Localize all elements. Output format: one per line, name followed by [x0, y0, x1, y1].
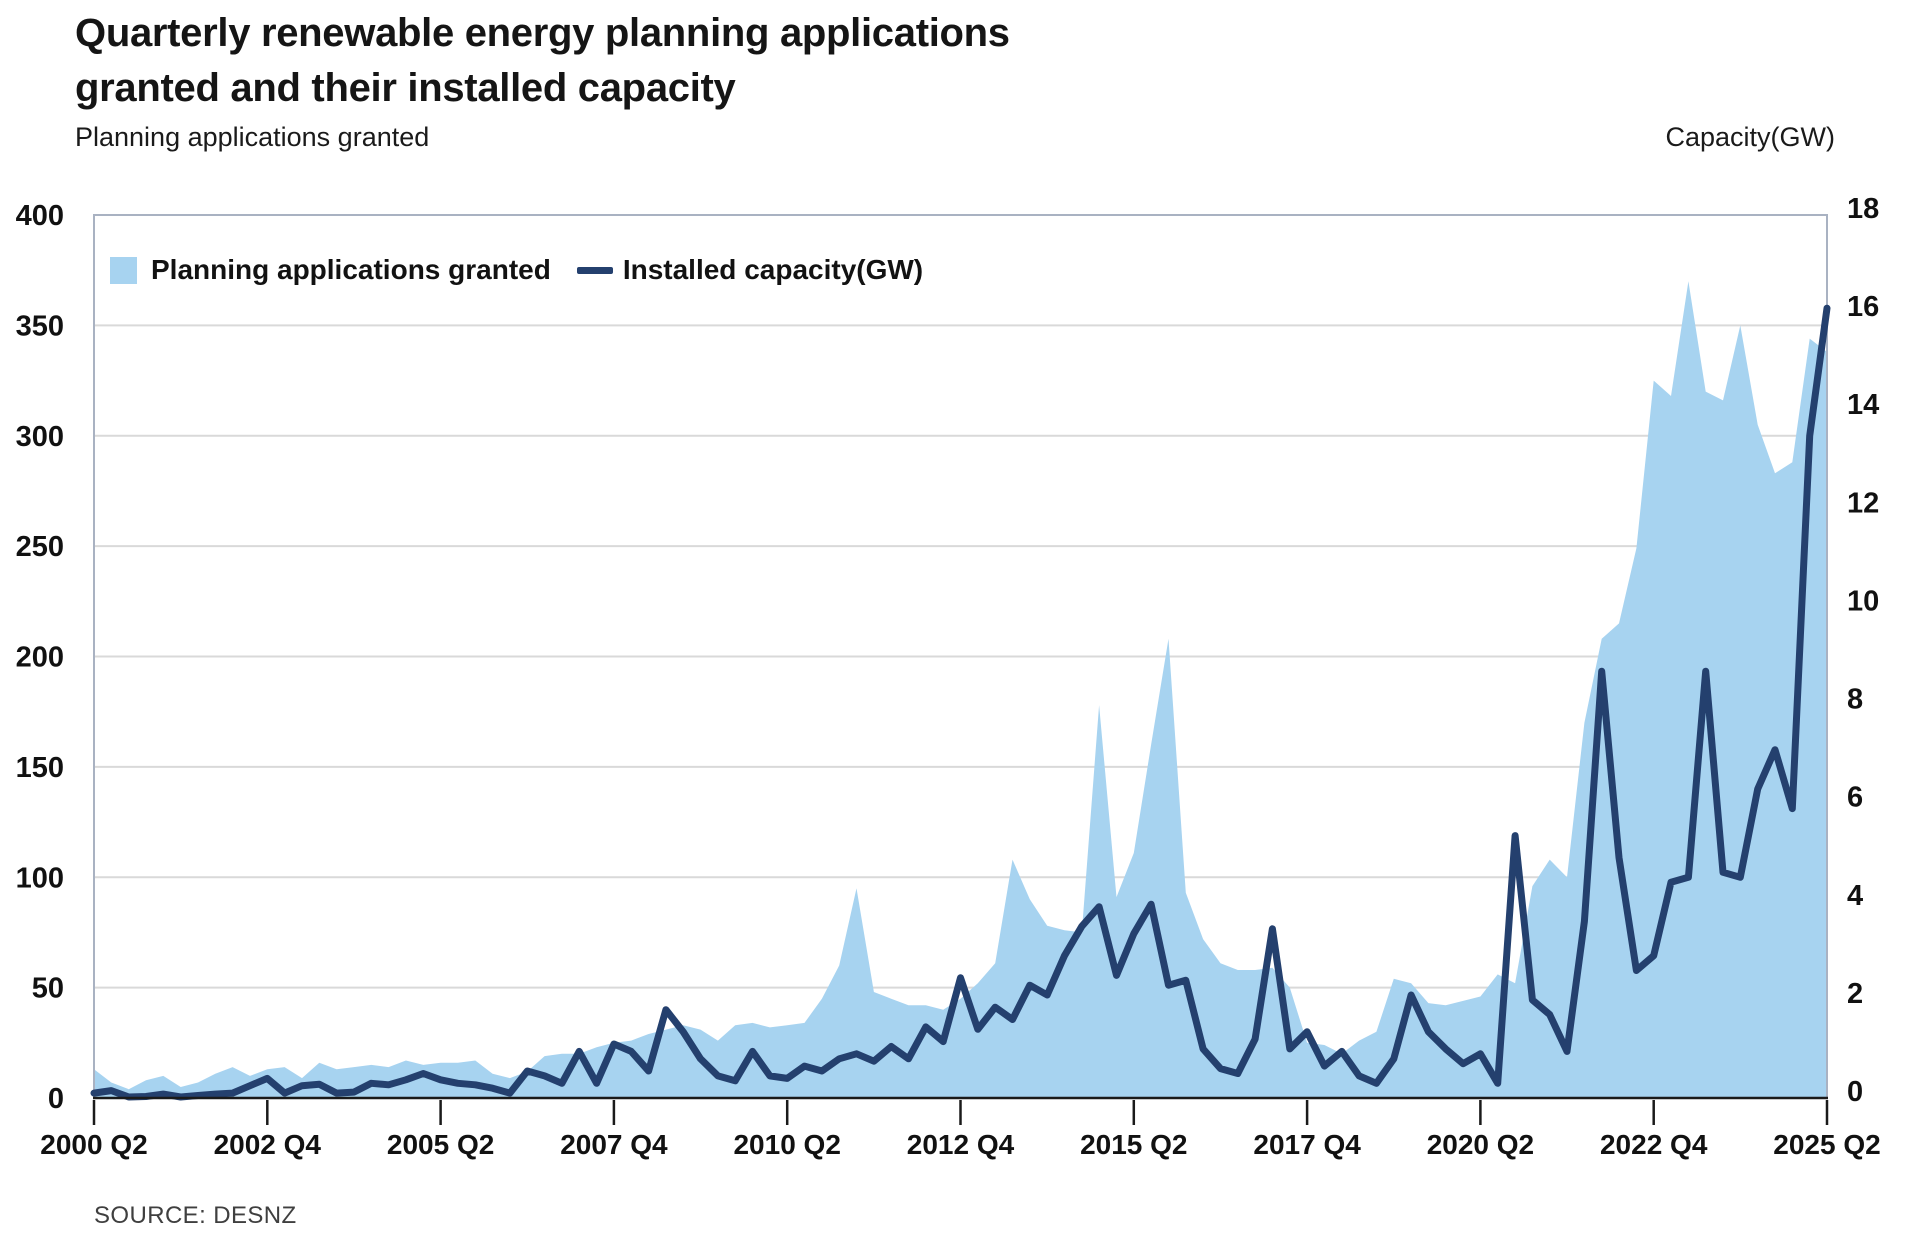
legend-label-applications: Planning applications granted: [151, 254, 551, 285]
capacity-line-series: [90, 304, 1831, 1101]
right-axis-unit-label: Capacity(GW): [1665, 122, 1835, 152]
left-axis-tick-label: 100: [16, 862, 64, 894]
x-tick-label: 2012 Q4: [907, 1129, 1015, 1160]
chart-title-line1: Quarterly renewable energy planning appl…: [75, 11, 1010, 55]
x-tick-label: 2002 Q4: [214, 1129, 322, 1160]
line-swatch-icon: [576, 266, 613, 274]
left-axis-unit-label: Planning applications granted: [75, 122, 430, 152]
legend-item-capacity: Installed capacity(GW): [576, 254, 924, 286]
left-axis-tick-label: 300: [16, 421, 64, 453]
applications-area-series: [94, 281, 1827, 1098]
right-axis-tick-label: 2: [1847, 978, 1863, 1010]
x-tick-label: 2015 Q2: [1080, 1129, 1187, 1160]
x-tick-label: 2007 Q4: [560, 1129, 668, 1160]
x-tick-label: 2005 Q2: [387, 1129, 494, 1160]
source-attribution: SOURCE: DESNZ: [94, 1202, 297, 1229]
x-tick-label: 2025 Q2: [1773, 1129, 1880, 1160]
axis-unit-labels: Planning applications granted Capacity(G…: [75, 122, 1835, 153]
left-axis-tick-label: 350: [16, 310, 64, 342]
left-axis-tick-label: 150: [16, 752, 64, 784]
legend-item-applications: Planning applications granted: [110, 254, 551, 286]
right-axis-tick-label: 18: [1847, 193, 1879, 225]
right-axis-tick-label: 6: [1847, 782, 1863, 814]
left-axis-tick-label: 0: [48, 1083, 64, 1115]
x-tick-label: 2000 Q2: [40, 1129, 147, 1160]
x-tick-label: 2020 Q2: [1427, 1129, 1534, 1160]
x-tick-label: 2017 Q4: [1253, 1129, 1361, 1160]
x-tick-label: 2022 Q4: [1600, 1129, 1708, 1160]
area-swatch-icon: [110, 256, 137, 284]
right-axis-tick-label: 10: [1847, 585, 1879, 617]
right-axis-tick-label: 0: [1847, 1076, 1863, 1108]
left-axis-tick-label: 400: [16, 200, 64, 232]
left-axis-tick-label: 250: [16, 531, 64, 563]
plot-border: [93, 214, 1828, 1098]
right-axis-tick-label: 8: [1847, 684, 1863, 716]
left-axis-tick-label: 50: [32, 973, 64, 1005]
right-axis-tick-label: 12: [1847, 487, 1879, 519]
chart-title: Quarterly renewable energy planning appl…: [75, 6, 1010, 116]
chart-title-line2: granted and their installed capacity: [75, 66, 736, 110]
right-axis-tick-label: 16: [1847, 291, 1879, 323]
legend-label-capacity: Installed capacity(GW): [622, 254, 924, 285]
x-tick-label: 2010 Q2: [733, 1129, 840, 1160]
right-axis-tick-label: 14: [1847, 389, 1879, 421]
right-axis-tick-label: 4: [1847, 880, 1863, 912]
left-axis-tick-label: 200: [16, 642, 64, 674]
chart-legend: Planning applications granted Installed …: [110, 254, 923, 286]
